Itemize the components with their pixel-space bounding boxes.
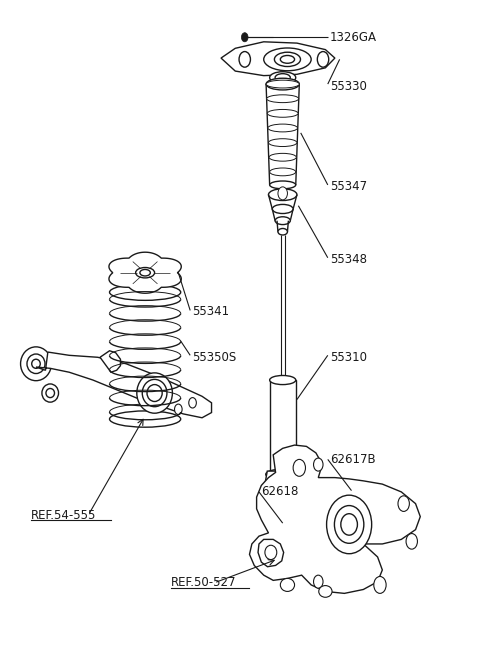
Polygon shape <box>265 471 300 497</box>
Circle shape <box>317 52 329 67</box>
Text: REF.54-555: REF.54-555 <box>31 509 96 522</box>
Polygon shape <box>221 42 335 75</box>
Ellipse shape <box>268 124 298 132</box>
Polygon shape <box>100 351 120 372</box>
Circle shape <box>175 404 182 415</box>
Ellipse shape <box>326 495 372 554</box>
Circle shape <box>278 187 288 200</box>
Circle shape <box>313 458 323 471</box>
Circle shape <box>374 577 386 594</box>
Ellipse shape <box>278 228 288 235</box>
Text: 62618: 62618 <box>261 485 299 499</box>
Circle shape <box>313 575 323 588</box>
Circle shape <box>241 33 248 42</box>
Polygon shape <box>109 252 181 293</box>
Ellipse shape <box>268 138 297 146</box>
Circle shape <box>271 550 280 564</box>
Circle shape <box>293 459 305 476</box>
Ellipse shape <box>272 205 293 213</box>
Circle shape <box>189 398 196 408</box>
Ellipse shape <box>280 579 295 592</box>
Ellipse shape <box>140 270 150 276</box>
Ellipse shape <box>270 168 296 176</box>
Ellipse shape <box>266 78 300 90</box>
Text: REF.50-527: REF.50-527 <box>171 577 237 590</box>
Ellipse shape <box>270 181 296 189</box>
Ellipse shape <box>269 154 296 161</box>
Ellipse shape <box>335 506 364 543</box>
Ellipse shape <box>136 268 155 278</box>
Text: 55341: 55341 <box>192 305 230 318</box>
Ellipse shape <box>142 379 167 407</box>
Ellipse shape <box>21 347 51 380</box>
Text: 55310: 55310 <box>330 351 367 364</box>
Ellipse shape <box>27 354 45 373</box>
Polygon shape <box>338 493 348 506</box>
Ellipse shape <box>319 586 332 597</box>
Ellipse shape <box>32 359 40 368</box>
Ellipse shape <box>275 216 290 224</box>
Ellipse shape <box>264 48 311 71</box>
Ellipse shape <box>267 95 299 102</box>
Polygon shape <box>270 380 296 474</box>
Ellipse shape <box>280 56 295 63</box>
Polygon shape <box>36 352 212 418</box>
Polygon shape <box>258 539 284 567</box>
Ellipse shape <box>265 545 277 560</box>
Circle shape <box>406 533 418 549</box>
Text: 1326GA: 1326GA <box>330 31 377 44</box>
Ellipse shape <box>270 72 296 83</box>
Text: 55350S: 55350S <box>192 351 237 364</box>
Circle shape <box>278 480 288 492</box>
Text: 55347: 55347 <box>330 180 367 193</box>
Ellipse shape <box>137 373 172 413</box>
Ellipse shape <box>275 73 290 81</box>
Circle shape <box>278 497 288 510</box>
Ellipse shape <box>147 384 162 401</box>
Ellipse shape <box>109 411 180 427</box>
Circle shape <box>398 496 409 512</box>
Ellipse shape <box>275 52 300 66</box>
Circle shape <box>239 52 251 67</box>
Ellipse shape <box>270 375 296 384</box>
Ellipse shape <box>266 80 300 88</box>
Ellipse shape <box>46 388 55 398</box>
Text: 55330: 55330 <box>330 79 367 92</box>
Circle shape <box>280 501 285 507</box>
Ellipse shape <box>109 284 180 300</box>
Ellipse shape <box>341 514 358 535</box>
Polygon shape <box>250 445 420 594</box>
Text: 62617B: 62617B <box>330 453 376 466</box>
Text: 55348: 55348 <box>330 253 367 266</box>
Ellipse shape <box>267 110 298 117</box>
Ellipse shape <box>266 469 300 480</box>
Ellipse shape <box>42 384 59 402</box>
Ellipse shape <box>268 189 297 201</box>
